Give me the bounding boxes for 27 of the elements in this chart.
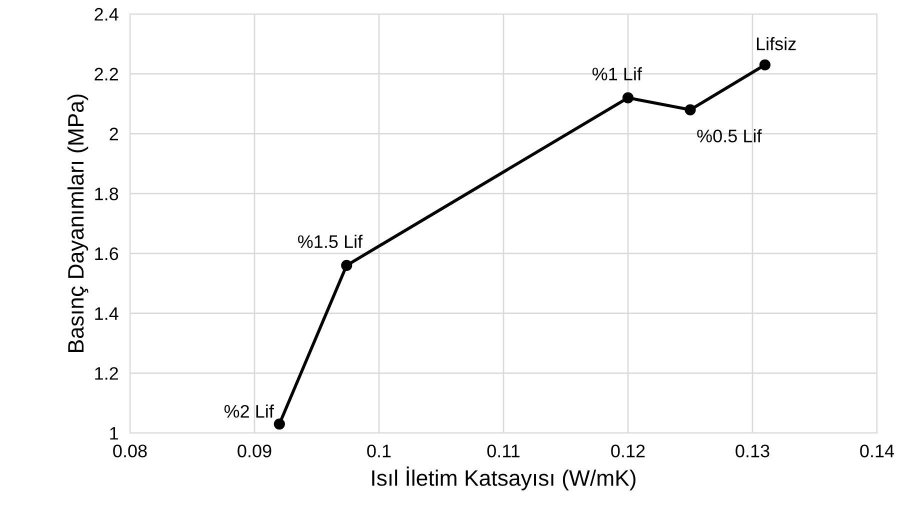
x-tick-label: 0.13	[736, 444, 770, 458]
y-axis-title: Basınç Dayanımları (MPa)	[67, 94, 88, 352]
x-tick-label: 0.11	[487, 444, 520, 458]
y-tick-label: 1.6	[95, 247, 118, 260]
annotation: %2 Lif	[224, 404, 274, 418]
y-tick-label: 1	[110, 427, 118, 440]
x-tick-label: 0.14	[860, 444, 894, 458]
y-tick-label: 1.2	[95, 367, 118, 380]
x-tick-label: 0.08	[113, 444, 147, 458]
point	[684, 104, 696, 116]
annotation: %0.5 Lif	[697, 129, 762, 142]
point	[759, 59, 771, 70]
x-tick-label: 0.12	[611, 444, 645, 458]
annotation: %1.5 Lif	[298, 234, 363, 248]
point	[622, 92, 634, 104]
y-tick-label: 2.2	[94, 68, 118, 80]
x-tick-label: 0.1	[367, 444, 391, 458]
annotation: %1 Lif	[592, 67, 642, 80]
y-tick-label: 1.8	[95, 188, 118, 200]
point	[274, 418, 285, 430]
x-tick-label: 0.09	[238, 444, 272, 458]
y-tick-label: 2	[110, 128, 118, 140]
x-axis-title: Isıl İletim Katsayısı (W/mK)	[372, 466, 636, 490]
point	[341, 260, 352, 271]
y-tick-label: 1.4	[95, 307, 118, 320]
annotation: Lifsiz	[756, 37, 796, 50]
y-tick-label: 2.4	[94, 8, 118, 21]
